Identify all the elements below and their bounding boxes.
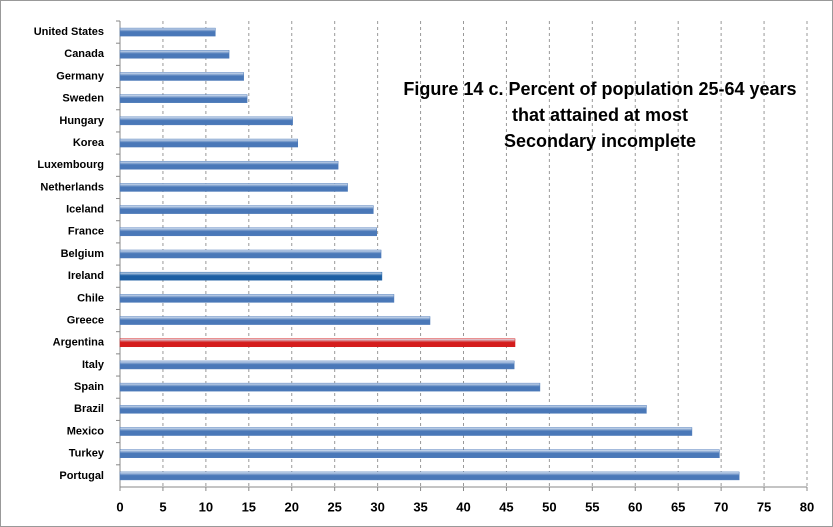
bar xyxy=(119,205,374,214)
x-tick-label: 5 xyxy=(159,499,166,514)
y-tick-label: Brazil xyxy=(74,403,104,415)
x-tick-label: 25 xyxy=(327,499,341,514)
y-tick-label: Germany xyxy=(56,70,105,82)
x-tick-label: 40 xyxy=(456,499,470,514)
y-tick-label: Italy xyxy=(82,359,105,371)
bar xyxy=(119,471,740,481)
chart-title: that attained at most xyxy=(512,105,688,125)
bar xyxy=(119,449,720,458)
bar xyxy=(119,116,293,126)
x-tick-label: 80 xyxy=(800,499,814,514)
chart-title: Figure 14 c. Percent of population 25-64… xyxy=(403,79,796,99)
bar xyxy=(119,138,299,148)
bar xyxy=(119,72,244,81)
x-tick-label: 10 xyxy=(199,499,213,514)
y-tick-label: Hungary xyxy=(59,115,105,127)
x-tick-label: 45 xyxy=(499,499,513,514)
y-tick-label: Korea xyxy=(73,137,105,149)
bar xyxy=(119,360,515,370)
y-tick-label: Luxembourg xyxy=(37,159,104,171)
x-tick-label: 0 xyxy=(116,499,123,514)
x-tick-label: 65 xyxy=(671,499,685,514)
y-tick-label: Greece xyxy=(67,314,104,326)
x-tick-label: 55 xyxy=(585,499,599,514)
bar xyxy=(119,50,230,59)
y-tick-label: Chile xyxy=(77,292,104,304)
x-tick-label: 50 xyxy=(542,499,556,514)
bar xyxy=(119,294,395,303)
x-tick-label: 20 xyxy=(285,499,299,514)
y-tick-label: Portugal xyxy=(59,470,104,482)
x-tick-label: 75 xyxy=(757,499,771,514)
y-tick-label: Sweden xyxy=(62,93,104,105)
y-tick-label: France xyxy=(68,226,104,238)
bar xyxy=(119,249,382,259)
y-tick-label: Canada xyxy=(64,48,105,60)
bar xyxy=(119,94,248,103)
y-tick-label: Ireland xyxy=(68,270,104,282)
x-tick-label: 60 xyxy=(628,499,642,514)
y-tick-label: Netherlands xyxy=(40,181,104,193)
bar xyxy=(119,382,541,392)
bar xyxy=(119,183,348,192)
x-tick-label: 15 xyxy=(242,499,256,514)
chart-title: Secondary incomplete xyxy=(504,131,696,151)
x-tick-label: 35 xyxy=(413,499,427,514)
y-tick-label: Spain xyxy=(74,381,104,393)
y-tick-label: Iceland xyxy=(66,204,104,216)
bar xyxy=(119,405,647,414)
y-tick-label: Argentina xyxy=(53,337,105,349)
bar xyxy=(119,338,516,348)
x-tick-label: 30 xyxy=(370,499,384,514)
bar xyxy=(119,27,216,37)
bar xyxy=(119,271,383,281)
y-tick-label: Turkey xyxy=(69,448,105,460)
x-tick-label: 70 xyxy=(714,499,728,514)
bar xyxy=(119,227,378,237)
y-tick-label: Belgium xyxy=(61,248,105,260)
y-tick-label: United States xyxy=(34,26,104,38)
y-tick-label: Mexico xyxy=(67,425,105,437)
bar xyxy=(119,316,431,325)
bar xyxy=(119,160,339,170)
bar xyxy=(119,427,693,436)
